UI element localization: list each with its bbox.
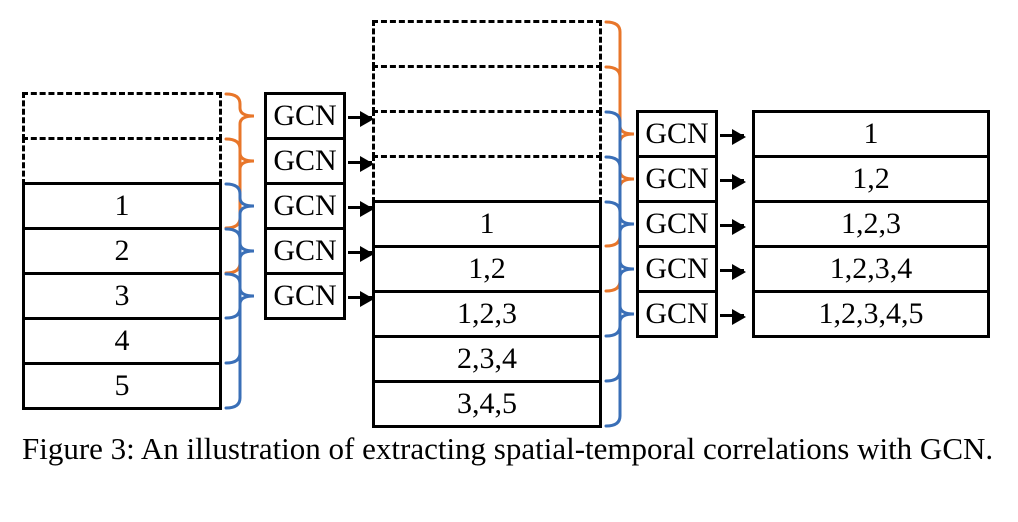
gcn1-cell: GCN bbox=[264, 182, 346, 230]
colC-row: 1,2,3 bbox=[752, 200, 990, 248]
arrow-g1-to-b bbox=[348, 251, 372, 254]
colB-row: 1 bbox=[372, 200, 602, 248]
gcn1-cell: GCN bbox=[264, 92, 346, 140]
colB-row: 1,2 bbox=[372, 245, 602, 293]
colC-row: 1,2 bbox=[752, 155, 990, 203]
gcn2-cell: GCN bbox=[636, 290, 718, 338]
colA-row: 4 bbox=[22, 317, 222, 365]
gcn2-cell: GCN bbox=[636, 155, 718, 203]
brace-b bbox=[606, 202, 634, 426]
gcn1-cell: GCN bbox=[264, 137, 346, 185]
gcn2-cell: GCN bbox=[636, 245, 718, 293]
colB-row bbox=[372, 110, 602, 158]
colC-row: 1 bbox=[752, 110, 990, 158]
arrow-g2-to-c bbox=[720, 224, 744, 227]
arrow-g2-to-c bbox=[720, 134, 744, 137]
arrow-g1-to-b bbox=[348, 206, 372, 209]
gcn2-cell: GCN bbox=[636, 110, 718, 158]
colA-row bbox=[22, 137, 222, 185]
arrow-g1-to-b bbox=[348, 116, 372, 119]
colA-row: 2 bbox=[22, 227, 222, 275]
colB-row: 1,2,3 bbox=[372, 290, 602, 338]
colB-row bbox=[372, 20, 602, 68]
arrow-g1-to-b bbox=[348, 161, 372, 164]
colA-row bbox=[22, 92, 222, 140]
arrow-g1-to-b bbox=[348, 296, 372, 299]
figure-caption: Figure 3: An illustration of extracting … bbox=[22, 428, 996, 470]
colA-row: 3 bbox=[22, 272, 222, 320]
gcn2-cell: GCN bbox=[636, 200, 718, 248]
arrow-g2-to-c bbox=[720, 314, 744, 317]
gcn1-cell: GCN bbox=[264, 272, 346, 320]
colB-row: 3,4,5 bbox=[372, 380, 602, 428]
brace-a bbox=[226, 274, 254, 408]
colB-row: 2,3,4 bbox=[372, 335, 602, 383]
arrow-g2-to-c bbox=[720, 269, 744, 272]
arrow-g2-to-c bbox=[720, 179, 744, 182]
colB-row bbox=[372, 155, 602, 203]
figure-stage: { "layout": { "rowH": 48, "cellFontSize"… bbox=[0, 0, 1018, 522]
colA-row: 5 bbox=[22, 362, 222, 410]
gcn1-cell: GCN bbox=[264, 227, 346, 275]
colA-row: 1 bbox=[22, 182, 222, 230]
colC-row: 1,2,3,4,5 bbox=[752, 290, 990, 338]
colB-row bbox=[372, 65, 602, 113]
colC-row: 1,2,3,4 bbox=[752, 245, 990, 293]
